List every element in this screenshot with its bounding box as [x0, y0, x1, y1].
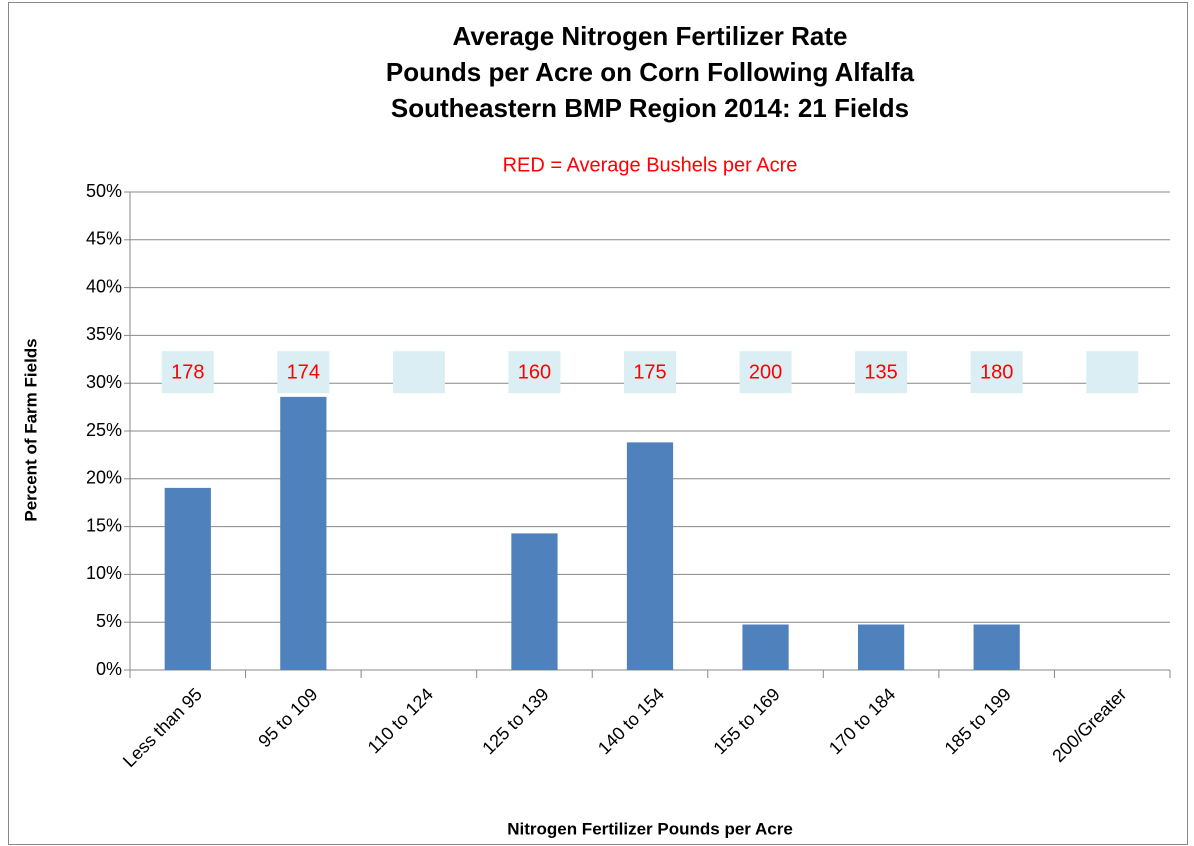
- bar: [626, 442, 674, 670]
- bar: [511, 533, 558, 670]
- y-tick-label: 35%: [86, 324, 122, 344]
- annotation-label: 135: [864, 361, 897, 383]
- chart-frame: [8, 2, 1188, 845]
- chart-title: Southeastern BMP Region 2014: 21 Fields: [391, 93, 909, 123]
- y-tick-label: 25%: [86, 420, 122, 440]
- y-tick-label: 40%: [86, 276, 122, 296]
- annotation-box: [392, 351, 445, 394]
- annotation-box: [1086, 351, 1139, 394]
- y-tick-label: 30%: [86, 372, 122, 392]
- x-axis-title: Nitrogen Fertilizer Pounds per Acre: [507, 819, 793, 838]
- annotation-label: 200: [749, 361, 782, 383]
- chart-subtitle: RED = Average Bushels per Acre: [503, 154, 798, 176]
- bar: [858, 624, 905, 670]
- chart-title: Pounds per Acre on Corn Following Alfalf…: [386, 57, 915, 87]
- annotation-box: [970, 351, 1023, 394]
- annotation-label: 178: [171, 361, 204, 383]
- y-axis-title: Percent of Farm Fields: [21, 338, 40, 521]
- y-tick-label: 5%: [96, 611, 122, 631]
- bar: [973, 624, 1020, 670]
- y-tick-label: 45%: [86, 229, 122, 249]
- annotation-box: [161, 351, 214, 394]
- y-tick-label: 15%: [86, 515, 122, 535]
- annotation-box: [508, 351, 561, 394]
- annotation-box: [624, 351, 676, 394]
- bar: [742, 624, 789, 670]
- bar: [280, 396, 327, 670]
- annotation-box: [739, 351, 792, 394]
- annotation-label: 180: [980, 361, 1013, 383]
- annotation-box: [855, 351, 908, 394]
- chart-title: Average Nitrogen Fertilizer Rate: [453, 21, 848, 51]
- annotation-label: 175: [633, 361, 666, 383]
- annotation-label: 174: [287, 361, 320, 383]
- bar: [164, 487, 211, 670]
- y-tick-label: 10%: [86, 563, 122, 583]
- y-tick-label: 20%: [86, 468, 122, 488]
- y-tick-label: 50%: [86, 181, 122, 201]
- annotation-box: [277, 351, 330, 394]
- annotation-label: 160: [518, 361, 551, 383]
- y-tick-label: 0%: [96, 659, 122, 679]
